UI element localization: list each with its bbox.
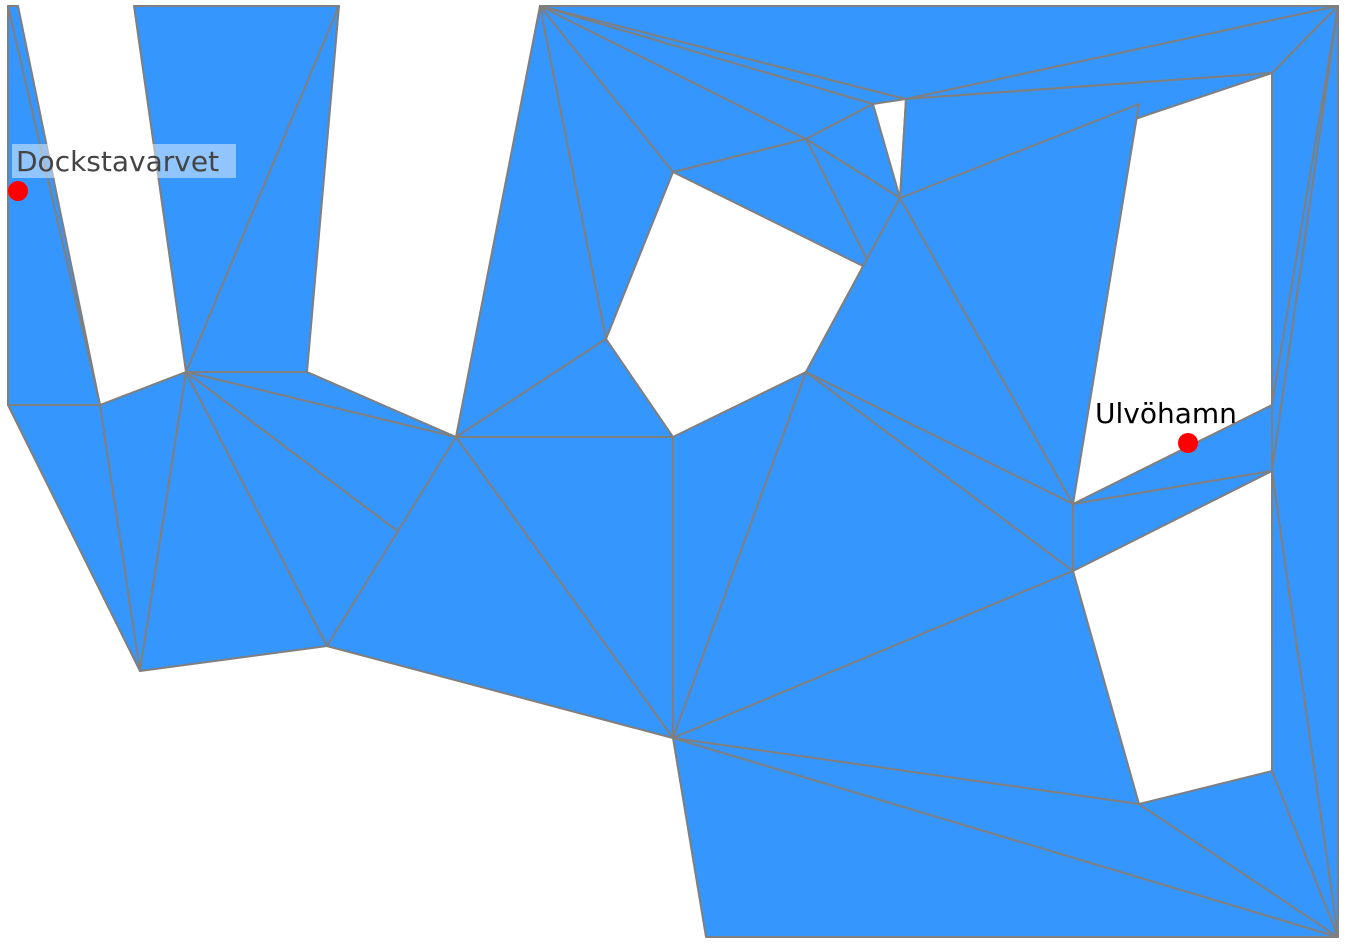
place-dockstavarvet: Dockstavarvet [8, 144, 236, 201]
mesh-triangle [1072, 470, 1273, 572]
place-label-dockstavarvet: Dockstavarvet [16, 145, 219, 178]
place-marker-ulvohamn [1178, 433, 1198, 453]
place-label-ulvohamn: Ulvöhamn [1095, 397, 1237, 430]
mesh-triangle [899, 103, 1140, 505]
triangle-mesh [7, 5, 1339, 938]
place-label-background [12, 144, 236, 178]
mesh-triangle [1138, 770, 1339, 938]
mesh-triangle [672, 737, 1339, 938]
mesh-triangle [7, 5, 101, 406]
mesh-triangle [672, 138, 874, 272]
place-marker-dockstavarvet [8, 181, 28, 201]
mesh-triangle [185, 5, 340, 373]
place-ulvohamn: Ulvöhamn [1095, 397, 1237, 453]
